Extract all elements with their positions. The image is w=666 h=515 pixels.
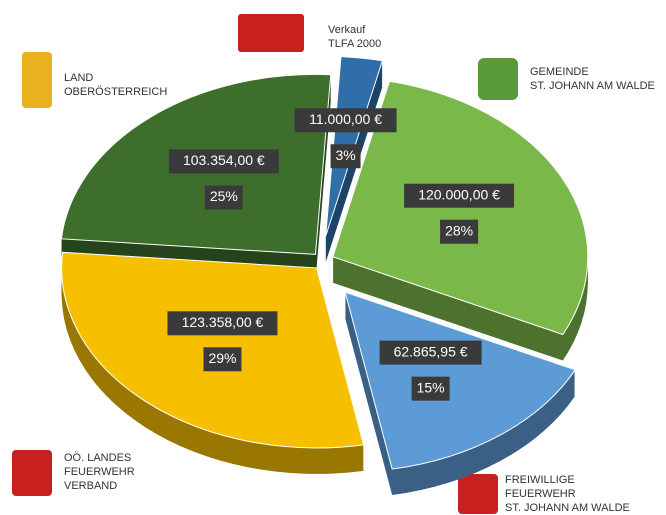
category-line: OBERÖSTERREICH <box>64 86 167 98</box>
label-box <box>440 219 479 244</box>
data-label: 29% <box>208 350 236 366</box>
truck-icon <box>238 14 304 52</box>
category-line: FEUERWEHR <box>505 488 576 500</box>
category-line: Verkauf <box>328 24 366 36</box>
data-label: 120.000,00 € <box>418 186 500 202</box>
category-label: GEMEINDE ST. JOHANN AM WALDE <box>530 66 655 92</box>
label-box <box>204 185 243 210</box>
label-box <box>379 340 482 365</box>
category-label: OÖ. LANDES FEUERWEHR VERBAND <box>64 452 135 492</box>
label-box <box>203 347 242 372</box>
category-label: FREIWILLIGE FEUERWEHR ST. JOHANN AM WALDE <box>505 474 630 514</box>
category-line: FREIWILLIGE <box>505 474 575 486</box>
category-line: TLFA 2000 <box>328 38 381 50</box>
label-box <box>167 311 278 336</box>
data-label: 15% <box>417 379 445 395</box>
data-label: 28% <box>445 222 473 238</box>
category-line: GEMEINDE <box>530 66 589 78</box>
label-box <box>330 144 361 169</box>
data-label: 123.358,00 € <box>182 314 264 330</box>
category-line: FEUERWEHR <box>64 466 135 478</box>
ff-logo <box>458 474 498 514</box>
category-line: VERBAND <box>64 480 117 492</box>
data-label: 11.000,00 € <box>309 111 382 127</box>
land-logo <box>22 52 52 108</box>
data-label: 62.865,95 € <box>394 343 468 359</box>
slice <box>332 80 589 336</box>
label-box <box>404 183 515 208</box>
data-label: 25% <box>210 188 238 204</box>
category-line: LAND <box>64 72 93 84</box>
category-line: ST. JOHANN AM WALDE <box>530 80 655 92</box>
label-box <box>411 376 450 401</box>
label-box <box>294 108 397 133</box>
verband-logo <box>12 450 52 496</box>
labels: 11.000,00 € 3% Verkauf TLFA 2000 120.000,00 … <box>64 24 655 514</box>
slice <box>344 291 576 470</box>
category-label: LAND OBERÖSTERREICH <box>64 72 167 98</box>
data-label: 103.354,00 € <box>183 152 265 168</box>
label-box <box>168 149 279 174</box>
category-label: Verkauf TLFA 2000 <box>328 24 381 50</box>
category-line: OÖ. LANDES <box>64 452 131 464</box>
gemeinde-logo <box>478 58 518 100</box>
category-line: ST. JOHANN AM WALDE <box>505 502 630 514</box>
data-label: 3% <box>335 147 355 163</box>
logos <box>12 14 518 514</box>
